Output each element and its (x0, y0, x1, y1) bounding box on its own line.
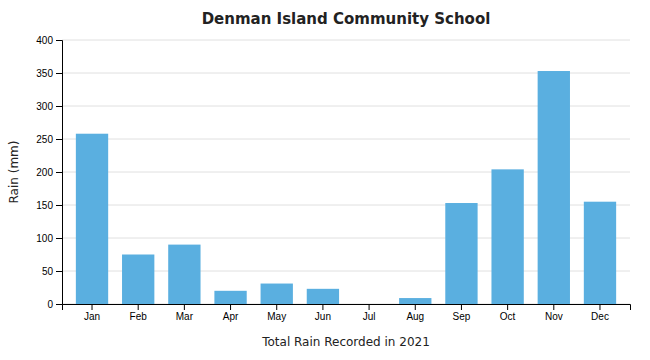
x-tick-mark (461, 304, 462, 310)
y-tick: 150 (36, 200, 62, 211)
x-tick: Nov (545, 304, 563, 322)
x-tick: May (267, 304, 286, 322)
bar (399, 298, 431, 304)
y-tick-label: 0 (47, 299, 53, 310)
y-tick-mark (56, 238, 62, 239)
x-tick: Sep (453, 304, 471, 322)
x-tick: Jun (315, 304, 331, 322)
x-tick: Feb (130, 304, 148, 322)
y-tick-mark (56, 172, 62, 173)
x-tick: Dec (591, 304, 609, 322)
x-tick-mark (599, 304, 600, 310)
bar (584, 202, 616, 304)
x-tick-label: Feb (130, 311, 148, 322)
x-tick-label: Mar (176, 311, 194, 322)
y-tick-label: 300 (36, 101, 53, 112)
x-tick-mark (276, 304, 277, 310)
x-tick-label: Dec (591, 311, 609, 322)
x-tick: Mar (176, 304, 194, 322)
bar (307, 289, 339, 304)
y-axis-line (56, 41, 63, 305)
bar (214, 291, 246, 304)
x-tick-mark (184, 304, 185, 310)
bar (168, 245, 200, 304)
bar (76, 134, 108, 304)
x-tick-label: Aug (406, 311, 424, 322)
x-axis-title: Total Rain Recorded in 2021 (261, 335, 430, 349)
y-tick: 350 (36, 68, 62, 79)
x-tick-mark (138, 304, 139, 310)
grid-line (62, 40, 630, 41)
x-tick-mark (369, 304, 370, 310)
x-tick: Jan (84, 304, 100, 322)
x-tick-mark (415, 304, 416, 310)
plot-area: Jan Feb Mar Apr May Jun Jul Aug Sep Oct Nov Dec 0 50 1… (36, 35, 630, 322)
chart-container: Jan Feb Mar Apr May Jun Jul Aug Sep Oct Nov Dec 0 50 1… (0, 0, 650, 360)
y-tick-label: 400 (36, 35, 53, 46)
x-axis: Jan Feb Mar Apr May Jun Jul Aug Sep Oct Nov Dec (63, 304, 631, 322)
y-tick-label: 350 (36, 68, 53, 79)
bar (261, 284, 293, 304)
y-tick: 400 (36, 35, 62, 46)
y-tick-label: 150 (36, 200, 53, 211)
bar (122, 255, 154, 305)
x-tick-label: May (267, 311, 286, 322)
grid (62, 40, 630, 304)
x-tick: Jul (363, 304, 376, 322)
chart-svg: Jan Feb Mar Apr May Jun Jul Aug Sep Oct Nov Dec 0 50 1… (0, 0, 650, 360)
bars (76, 71, 616, 304)
x-axis-line (63, 305, 631, 311)
y-tick-label: 100 (36, 233, 53, 244)
bar (491, 169, 523, 304)
x-tick-label: Jun (315, 311, 331, 322)
x-tick-mark (92, 304, 93, 310)
y-tick: 200 (36, 167, 62, 178)
x-tick: Aug (406, 304, 424, 322)
x-tick-label: Apr (223, 311, 239, 322)
y-tick-mark (56, 106, 62, 107)
y-tick: 300 (36, 101, 62, 112)
y-axis: 0 50 100 150 200 250 300 350 400 (36, 35, 62, 310)
x-tick-mark (507, 304, 508, 310)
x-tick-mark (322, 304, 323, 310)
x-tick-mark (230, 304, 231, 310)
x-tick: Oct (500, 304, 516, 322)
bar (353, 304, 385, 305)
chart-title: Denman Island Community School (202, 10, 491, 28)
y-tick: 50 (42, 266, 62, 277)
y-tick-label: 50 (42, 266, 54, 277)
y-tick-label: 250 (36, 134, 53, 145)
bar (538, 71, 570, 304)
x-tick-label: Jan (84, 311, 100, 322)
x-tick-label: Jul (363, 311, 376, 322)
y-tick-mark (56, 271, 62, 272)
bar (445, 203, 477, 304)
y-tick: 250 (36, 134, 62, 145)
y-tick: 0 (47, 299, 62, 310)
y-tick-mark (56, 40, 62, 41)
x-tick-label: Sep (453, 311, 471, 322)
x-tick-label: Oct (500, 311, 516, 322)
y-tick-mark (56, 205, 62, 206)
x-tick-mark (553, 304, 554, 310)
x-tick-label: Nov (545, 311, 563, 322)
y-tick-mark (56, 139, 62, 140)
x-tick: Apr (223, 304, 239, 322)
y-tick-mark (56, 73, 62, 74)
y-axis-title: Rain (mm) (7, 141, 21, 204)
y-tick: 100 (36, 233, 62, 244)
y-tick-mark (56, 304, 62, 305)
y-tick-label: 200 (36, 167, 53, 178)
